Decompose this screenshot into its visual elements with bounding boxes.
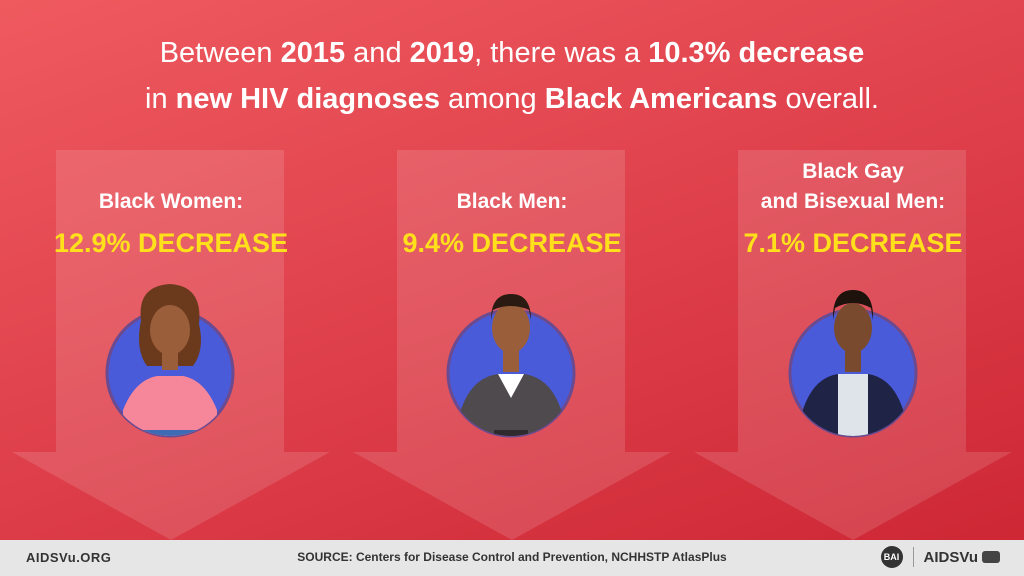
- group-label-line: and Bisexual Men:: [760, 190, 946, 213]
- brand-logos: BAI AIDSVu: [880, 546, 1000, 568]
- footer-bar: AIDSVu.ORG SOURCE: Centers for Disease C…: [0, 540, 1024, 576]
- group-decrease-stat: 7.1% DECREASE: [743, 228, 963, 258]
- aidsvu-logo: AIDSVu: [924, 549, 1000, 566]
- source-citation: SOURCE: Centers for Disease Control and …: [297, 550, 727, 564]
- headline-year-end: 2019: [409, 37, 475, 69]
- woman-avatar-icon: [105, 284, 235, 438]
- headline-topic: new HIV diagnoses: [175, 83, 440, 115]
- headline: Between 2015 and 2019, there was a 10.3%…: [0, 30, 1024, 122]
- group-decrease-stat: 9.4% DECREASE: [402, 228, 622, 258]
- headline-text: overall.: [777, 83, 879, 115]
- bai-logo: BAI: [880, 546, 903, 568]
- headline-text: , there was a: [474, 37, 649, 69]
- group-black-men: Black Men: 9.4% DECREASE: [341, 150, 683, 540]
- us-map-icon: [982, 551, 1000, 563]
- headline-line-2: in new HIV diagnoses among Black America…: [0, 76, 1024, 122]
- site-url: AIDSVu.ORG: [26, 550, 112, 565]
- headline-year-start: 2015: [280, 37, 346, 69]
- gay-bisexual-man-avatar-icon: [788, 290, 918, 438]
- headline-text: and: [345, 37, 410, 69]
- group-label: Black Women:: [0, 187, 342, 217]
- headline-population: Black Americans: [544, 83, 778, 115]
- headline-text: Between: [159, 37, 281, 69]
- headline-line-1: Between 2015 and 2019, there was a 10.3%…: [0, 30, 1024, 76]
- headline-text: in: [145, 83, 176, 115]
- logo-divider: [912, 547, 914, 567]
- group-label: Black Men:: [341, 187, 683, 217]
- group-black-gay-bisexual-men: Black Gay and Bisexual Men: 7.1% DECREAS…: [682, 150, 1024, 540]
- group-decrease-stat: 12.9% DECREASE: [53, 228, 289, 258]
- group-label: Black Gay and Bisexual Men:: [682, 157, 1024, 217]
- headline-overall-decrease: 10.3% decrease: [648, 37, 865, 69]
- headline-text: among: [439, 83, 545, 115]
- group-black-women: Black Women: 12.9% DECREASE: [0, 150, 342, 540]
- group-label-line: Black Men:: [456, 190, 568, 213]
- group-label-line: Black Gay: [802, 160, 904, 183]
- aidsvu-wordmark: AIDSVu: [923, 548, 978, 566]
- group-label-line: Black Women:: [98, 190, 244, 213]
- man-avatar-icon: [446, 294, 576, 438]
